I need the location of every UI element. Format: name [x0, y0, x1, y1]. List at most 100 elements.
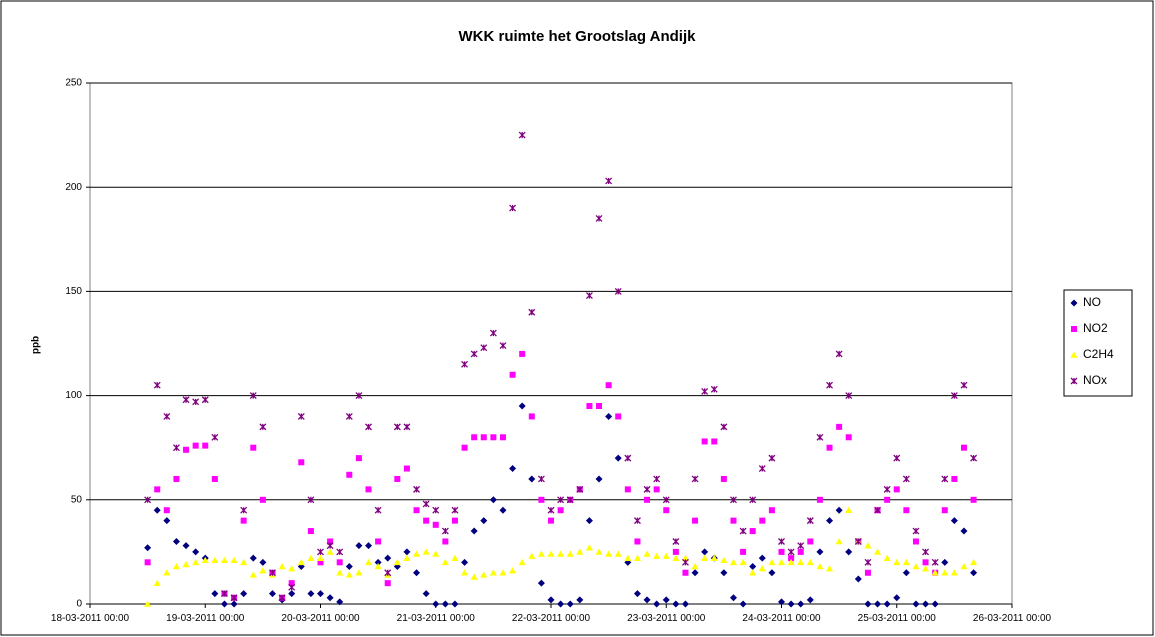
point-no: [681, 600, 689, 608]
y-tick-label: 0: [76, 599, 82, 610]
point-nox: [768, 454, 776, 462]
point-c2h4: [422, 548, 430, 555]
point-no: [163, 517, 171, 525]
point-no: [403, 548, 411, 556]
point-no: [249, 554, 257, 562]
point-no: [672, 600, 680, 608]
point-nox: [297, 412, 305, 420]
chart-title: WKK ruimte het Grootslag Andijk: [459, 28, 697, 45]
point-c2h4: [662, 552, 670, 559]
point-no2: [384, 580, 391, 587]
point-no: [864, 600, 872, 608]
point-no2: [768, 507, 775, 514]
point-nox: [931, 558, 939, 566]
point-no: [470, 527, 478, 535]
point-no2: [403, 465, 410, 472]
y-tick-label: 100: [65, 390, 82, 401]
point-no: [489, 496, 497, 504]
point-no: [691, 569, 699, 577]
point-nox: [326, 542, 334, 550]
point-no: [960, 527, 968, 535]
point-nox: [835, 350, 843, 358]
x-tick-label: 18-03-2011 00:00: [51, 613, 130, 624]
point-no: [451, 600, 459, 608]
point-nox: [557, 496, 565, 504]
point-no: [931, 600, 939, 608]
point-no: [922, 600, 930, 608]
point-nox: [864, 558, 872, 566]
point-no2: [490, 434, 497, 441]
point-nox: [365, 423, 372, 431]
point-c2h4: [230, 556, 238, 564]
point-no: [633, 590, 641, 598]
point-no2: [922, 559, 929, 566]
point-no: [701, 548, 709, 556]
point-no2: [432, 521, 439, 528]
point-no: [153, 506, 161, 514]
point-no: [768, 569, 776, 577]
point-nox: [451, 506, 459, 514]
point-no2: [461, 444, 468, 451]
point-no: [797, 600, 805, 608]
point-c2h4: [566, 550, 574, 557]
point-no2: [471, 434, 478, 441]
point-c2h4: [345, 571, 353, 578]
point-c2h4: [883, 554, 891, 561]
point-nox: [653, 475, 661, 483]
point-c2h4: [172, 562, 180, 570]
point-no: [480, 517, 488, 525]
point-nox: [220, 590, 228, 598]
point-no2: [624, 486, 631, 493]
point-nox: [758, 465, 766, 472]
point-nox: [816, 433, 824, 441]
point-no: [144, 544, 152, 552]
point-no2: [749, 528, 756, 535]
point-c2h4: [864, 542, 872, 549]
point-nox: [403, 423, 411, 431]
point-nox: [201, 396, 209, 404]
legend-label: NO2: [1083, 321, 1108, 335]
point-no2: [605, 382, 612, 389]
point-no2: [183, 446, 190, 453]
point-c2h4: [778, 558, 785, 566]
point-nox: [643, 485, 651, 493]
point-c2h4: [518, 558, 526, 566]
point-no2: [826, 444, 833, 451]
point-c2h4: [297, 558, 305, 566]
point-no: [384, 554, 392, 562]
point-no: [499, 506, 507, 514]
point-c2h4: [413, 550, 421, 557]
point-no2: [192, 442, 199, 449]
point-nox: [922, 548, 930, 556]
point-c2h4: [624, 554, 632, 561]
point-no: [816, 548, 824, 556]
point-no2: [586, 403, 593, 410]
point-no2: [250, 444, 257, 451]
point-nox: [537, 475, 545, 483]
point-no2: [778, 548, 785, 555]
point-no2: [845, 434, 852, 441]
point-no2: [202, 442, 209, 449]
point-c2h4: [537, 550, 545, 557]
plot-area: [89, 82, 1013, 605]
point-c2h4: [480, 571, 488, 578]
point-no: [557, 600, 565, 608]
point-c2h4: [163, 569, 171, 576]
point-nox: [941, 475, 949, 483]
point-no2: [365, 486, 372, 493]
y-tick-label: 50: [71, 494, 83, 505]
point-c2h4: [259, 567, 267, 574]
point-nox: [393, 423, 401, 431]
point-no: [566, 600, 574, 608]
point-no2: [634, 538, 641, 545]
point-c2h4: [336, 569, 344, 576]
point-nox: [269, 569, 276, 577]
point-no2: [480, 434, 487, 441]
point-no2: [259, 496, 266, 503]
point-c2h4: [701, 554, 709, 561]
point-nox: [345, 412, 353, 420]
point-nox: [681, 558, 689, 566]
point-no: [614, 454, 622, 462]
point-c2h4: [355, 569, 363, 576]
point-c2h4: [893, 558, 901, 566]
